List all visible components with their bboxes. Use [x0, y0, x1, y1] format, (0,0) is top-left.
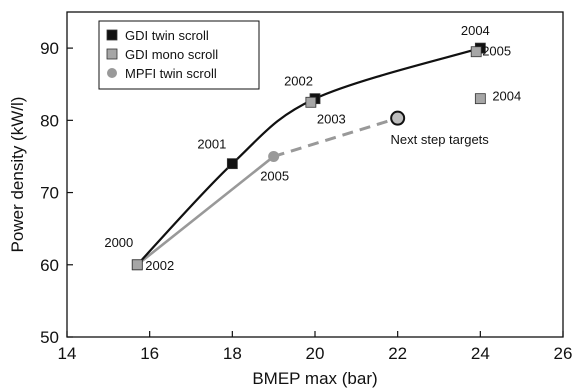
point-label: 2002 — [284, 74, 313, 89]
point-label: 2005 — [482, 44, 511, 59]
point-label: 2004 — [461, 23, 490, 38]
point-label: 2005 — [260, 168, 289, 183]
gdi-twin-scroll-marker — [226, 158, 238, 170]
y-tick-label: 50 — [40, 328, 59, 347]
legend-marker — [107, 68, 117, 78]
gdi-mono-scroll-marker — [474, 93, 486, 105]
series-lines — [136, 47, 481, 266]
x-axis-title: BMEP max (bar) — [252, 369, 377, 388]
legend-box — [98, 20, 260, 90]
x-tick-label: 18 — [223, 344, 242, 363]
target-note: Next step targets — [391, 132, 490, 147]
legend-label: MPFI twin scroll — [125, 66, 217, 81]
target-projection-line — [273, 116, 399, 158]
gdi-mono-scroll-marker — [131, 259, 143, 271]
point-label: 2001 — [197, 137, 226, 152]
legend-marker — [106, 48, 118, 60]
target-label: Next step targets — [391, 132, 490, 147]
point-label: 2003 — [317, 111, 346, 126]
x-tick-label: 20 — [306, 344, 325, 363]
legend-label: GDI mono scroll — [125, 47, 218, 62]
x-tick-label: 14 — [58, 344, 77, 363]
mpfi-twin-scroll-line — [136, 155, 275, 266]
y-axis-title: Power density (kW/l) — [8, 97, 27, 253]
legend-label: GDI twin scroll — [125, 28, 209, 43]
x-tick-label: 24 — [471, 344, 490, 363]
point-label: 2002 — [145, 258, 174, 273]
target-marker — [390, 110, 406, 126]
x-tick-label: 22 — [388, 344, 407, 363]
legend: GDI twin scroll GDI mono scroll MPFI twin … — [98, 20, 260, 90]
x-tick-label: 26 — [554, 344, 573, 363]
legend-marker — [106, 29, 118, 41]
y-tick-label: 80 — [40, 111, 59, 130]
point-label: 2000 — [104, 235, 133, 250]
y-tick-label: 90 — [40, 39, 59, 58]
y-tick-label: 60 — [40, 256, 59, 275]
gdi-mono-scroll-marker — [305, 96, 317, 108]
mpfi-twin-scroll-marker — [268, 150, 280, 162]
series-markers — [131, 42, 486, 271]
point-labels: 2000 2001 2002 2004 2002 2003 2005 2004 2005 — [104, 23, 521, 273]
point-label: 2004 — [492, 89, 521, 104]
gdi-mono-scroll-marker — [470, 46, 482, 58]
y-tick-label: 70 — [40, 184, 59, 203]
x-tick-label: 16 — [140, 344, 159, 363]
gdi-twin-scroll-line — [136, 47, 481, 266]
axes: 14 16 18 20 22 24 26 50 60 70 80 90 BMEP max (bar) Po… — [8, 11, 573, 388]
